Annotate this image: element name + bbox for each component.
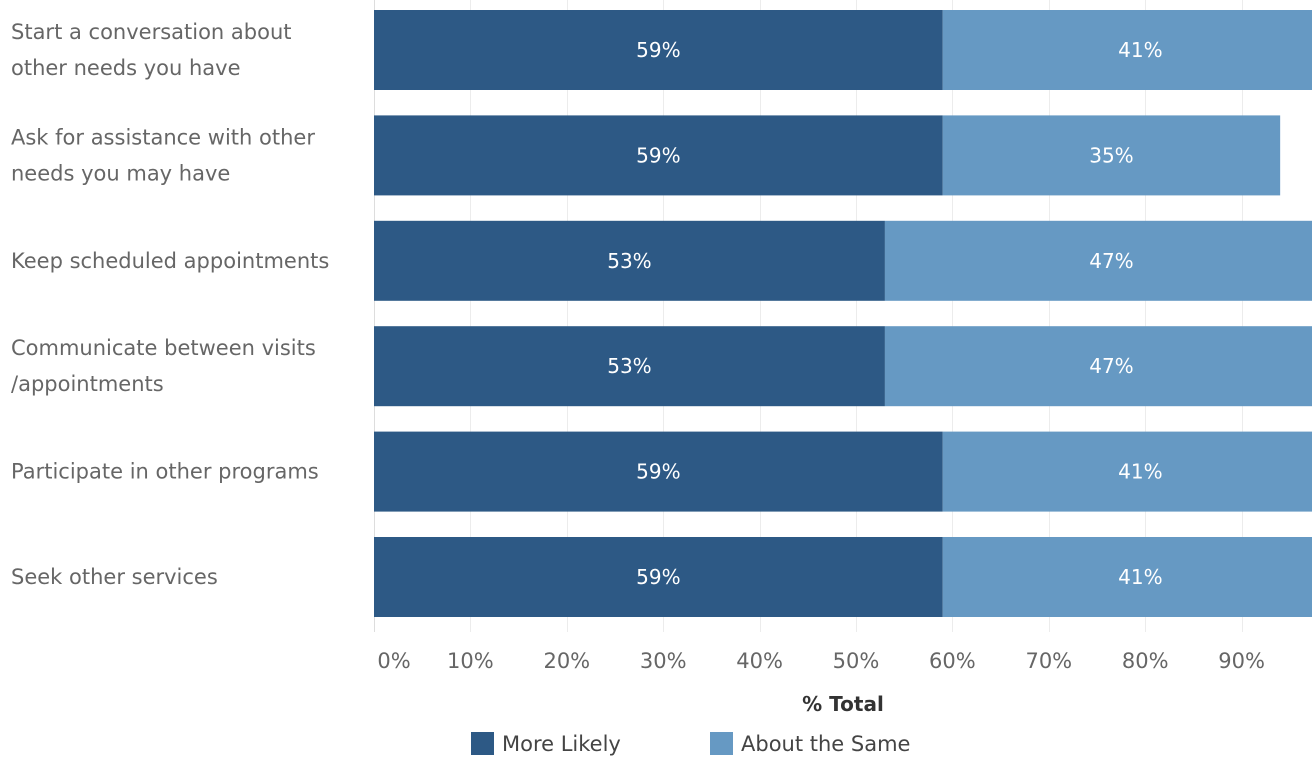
x-tick-label: 80% [1122,649,1169,673]
x-tick-label: 40% [736,649,783,673]
category-label-line: Communicate between visits [11,336,316,360]
category-label-line: other needs you have [11,56,241,80]
bar-data-label: 35% [1089,143,1133,167]
category-label-line: Ask for assistance with other [11,125,315,149]
bar-data-label: 59% [636,565,680,589]
category-label: Ask for assistance with other needs you m… [11,125,315,185]
bar-data-label: 41% [1118,38,1162,62]
category-label: Keep scheduled appointments [11,249,329,273]
legend: More Likely About the Same [471,732,910,756]
bars: 59% 41% 59% 35% 53% 47% 53% 47% 59% 41% 59% 41% [374,10,1312,617]
bar-data-label: 47% [1089,354,1133,378]
category-label-line: Keep scheduled appointments [11,249,329,273]
x-tick-label: 90% [1218,649,1265,673]
category-label-line: Start a conversation about [11,20,292,44]
x-tick-label: 20% [543,649,590,673]
bar-data-label: 59% [636,38,680,62]
bar-data-label: 53% [607,354,651,378]
x-tick-label: 10% [447,649,494,673]
legend-label: More Likely [502,732,621,756]
x-tick-label: 30% [640,649,687,673]
x-axis-title: % Total [802,692,884,716]
legend-swatch [471,732,494,755]
x-tick-label: 0% [377,649,410,673]
legend-swatch [710,732,733,755]
category-label-line: Seek other services [11,565,218,589]
legend-label: About the Same [741,732,910,756]
category-label-line: /appointments [11,372,164,396]
category-label-line: Participate in other programs [11,460,319,484]
category-labels: Start a conversation about other needs yo… [11,20,329,589]
category-label-line: needs you may have [11,161,230,185]
bar-data-label: 59% [636,143,680,167]
category-label: Start a conversation about other needs yo… [11,20,292,80]
x-tick-label: 60% [929,649,976,673]
category-label: Seek other services [11,565,218,589]
category-label: Participate in other programs [11,460,319,484]
category-label: Communicate between visits/appointments [11,336,316,396]
x-axis-ticks: 0% 10% 20% 30% 40% 50% 60% 70% 80% 90% [377,649,1265,673]
bar-data-label: 59% [636,460,680,484]
x-tick-label: 50% [833,649,880,673]
bar-data-label: 47% [1089,249,1133,273]
bar-data-label: 53% [607,249,651,273]
x-tick-label: 70% [1025,649,1072,673]
bar-data-label: 41% [1118,460,1162,484]
bar-data-label: 41% [1118,565,1162,589]
